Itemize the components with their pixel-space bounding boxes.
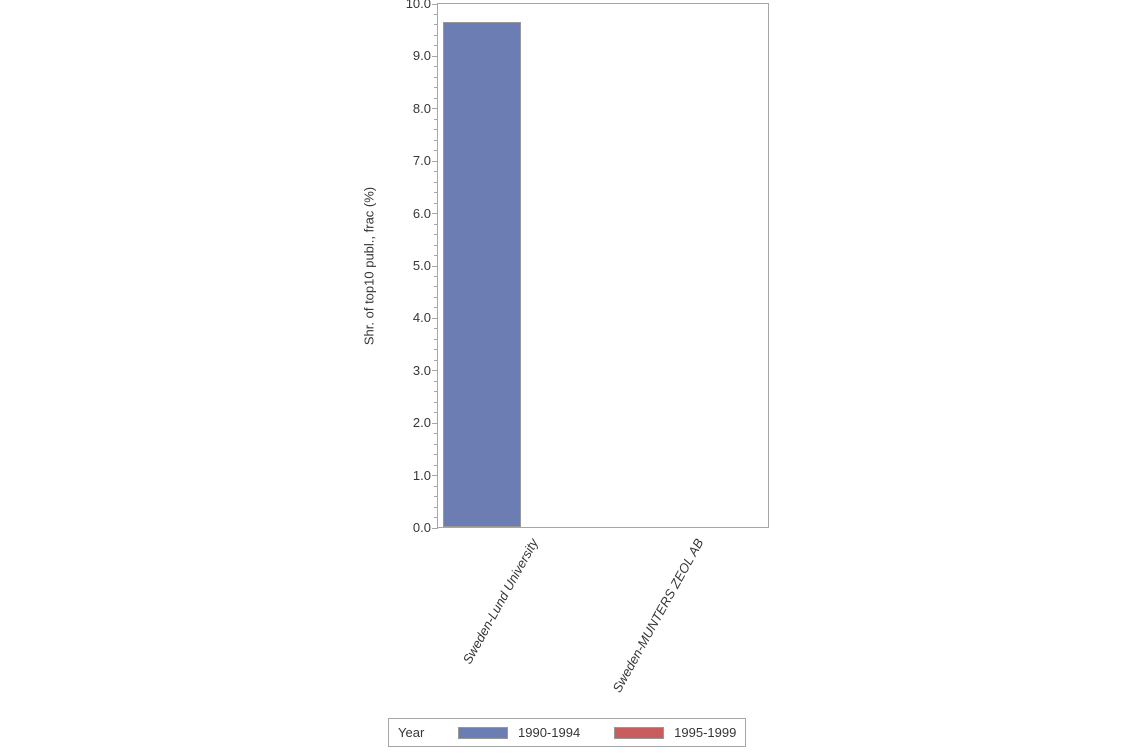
y-minor-tick-mark: [434, 150, 438, 152]
y-tick-mark: [432, 370, 438, 372]
y-minor-tick-mark: [434, 349, 438, 351]
y-minor-tick-mark: [434, 129, 438, 131]
y-minor-tick-mark: [434, 496, 438, 498]
y-minor-tick-mark: [434, 202, 438, 204]
y-minor-tick-mark: [434, 34, 438, 36]
y-tick-label: 3.0: [412, 362, 431, 378]
y-minor-tick-mark: [434, 66, 438, 68]
legend-title: Year: [398, 725, 425, 740]
y-minor-tick-mark: [434, 97, 438, 99]
y-minor-tick-mark: [434, 380, 438, 382]
y-minor-tick-mark: [434, 485, 438, 487]
y-minor-tick-mark: [434, 328, 438, 330]
y-tick-mark: [432, 160, 438, 162]
y-tick-label: 1.0: [412, 467, 431, 483]
y-tick-mark: [432, 527, 438, 529]
y-minor-tick-mark: [434, 87, 438, 89]
legend: Year 1990-1994 1995-1999: [388, 718, 746, 747]
legend-entry-label: 1990-1994: [518, 725, 581, 740]
y-minor-tick-mark: [434, 464, 438, 466]
y-tick-label: 8.0: [412, 100, 431, 116]
y-tick-label: 6.0: [412, 205, 431, 221]
y-tick-mark: [432, 108, 438, 110]
y-tick-label: 7.0: [412, 153, 431, 169]
y-minor-tick-mark: [434, 401, 438, 403]
y-tick-label: 10.0: [405, 0, 431, 11]
y-minor-tick-mark: [434, 192, 438, 194]
y-minor-tick-mark: [434, 412, 438, 414]
y-minor-tick-mark: [434, 181, 438, 183]
y-minor-tick-mark: [434, 433, 438, 435]
y-minor-tick-mark: [434, 443, 438, 445]
y-minor-tick-mark: [434, 454, 438, 456]
y-minor-tick-mark: [434, 45, 438, 47]
y-tick-label: 0.0: [412, 520, 431, 535]
y-tick-mark: [432, 55, 438, 57]
y-tick-mark: [432, 422, 438, 424]
y-minor-tick-mark: [434, 275, 438, 277]
plot-area: [437, 3, 769, 528]
y-minor-tick-mark: [434, 255, 438, 257]
y-tick-mark: [432, 265, 438, 267]
y-minor-tick-mark: [434, 24, 438, 26]
y-tick-mark: [432, 475, 438, 477]
y-minor-tick-mark: [434, 307, 438, 309]
y-tick-label: 4.0: [412, 310, 431, 326]
y-tick-label: 5.0: [412, 258, 431, 273]
y-minor-tick-mark: [434, 223, 438, 225]
legend-swatch: [614, 726, 665, 739]
y-minor-tick-mark: [434, 506, 438, 508]
y-axis-title: Shr. of top10 publ., frac (%): [361, 186, 377, 346]
y-tick-mark: [432, 317, 438, 319]
y-minor-tick-mark: [434, 118, 438, 120]
y-tick-label: 9.0: [412, 48, 431, 64]
y-tick-mark: [432, 213, 438, 215]
y-minor-tick-mark: [434, 359, 438, 361]
y-minor-tick-mark: [434, 234, 438, 236]
bar-1990-1994-0: [442, 22, 521, 527]
y-minor-tick-mark: [434, 286, 438, 288]
y-minor-tick-mark: [434, 13, 438, 15]
y-minor-tick-mark: [434, 391, 438, 393]
x-tick-label: Sweden-Lund University: [459, 536, 541, 667]
y-minor-tick-mark: [434, 171, 438, 173]
legend-swatch: [458, 726, 508, 739]
x-tick-label: Sweden-MUNTERS ZEOL AB: [609, 536, 707, 695]
y-minor-tick-mark: [434, 76, 438, 78]
y-minor-tick-mark: [434, 139, 438, 141]
y-minor-tick-mark: [434, 338, 438, 340]
y-minor-tick-mark: [434, 517, 438, 519]
legend-entry-label: 1995-1999: [674, 725, 737, 740]
y-minor-tick-mark: [434, 244, 438, 246]
y-tick-mark: [432, 3, 438, 5]
y-tick-label: 2.0: [412, 415, 431, 431]
y-minor-tick-mark: [434, 296, 438, 298]
